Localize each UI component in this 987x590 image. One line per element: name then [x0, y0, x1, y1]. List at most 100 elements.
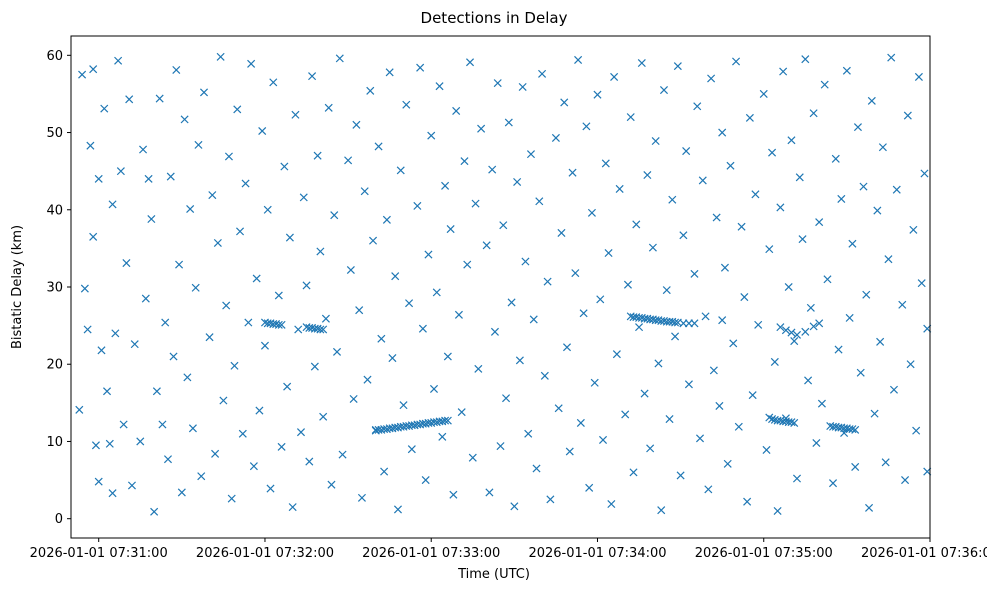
data-point-x-marker — [283, 382, 292, 391]
data-point-x-marker — [141, 294, 150, 303]
data-point-x-marker — [357, 493, 366, 502]
data-point-x-marker — [820, 80, 829, 89]
y-tick-label: 0 — [55, 512, 63, 527]
x-axis: 2026-01-01 07:31:00 2026-01-01 07:32:00 20… — [30, 538, 987, 561]
data-point-x-marker — [416, 63, 425, 72]
x-tick-label: 2026-01-01 07:34:00 — [528, 546, 666, 561]
data-point-x-marker — [363, 375, 372, 384]
y-tick-label: 50 — [46, 126, 63, 141]
data-point-x-marker — [465, 58, 475, 67]
data-point-x-marker — [903, 111, 912, 120]
data-point-x-marker — [920, 169, 929, 178]
data-point-x-marker — [720, 263, 729, 272]
data-point-x-marker — [199, 88, 209, 97]
data-point-x-marker — [543, 277, 552, 286]
data-point-x-marker — [236, 227, 245, 236]
data-point-x-marker — [241, 179, 250, 188]
data-point-x-marker — [424, 250, 433, 259]
data-point-x-marker — [502, 394, 511, 403]
data-point-x-marker — [94, 174, 103, 183]
data-point-x-marker — [441, 181, 450, 190]
data-point-x-marker — [673, 62, 682, 71]
x-tick-label: 2026-01-01 07:33:00 — [362, 546, 500, 561]
data-point-x-marker — [732, 57, 741, 66]
y-tick-label: 60 — [46, 49, 63, 64]
data-point-x-marker — [748, 391, 757, 400]
data-point-x-marker — [302, 281, 311, 290]
data-point-x-marker — [263, 205, 272, 214]
data-point-x-marker — [587, 208, 596, 217]
data-point-x-marker — [504, 118, 513, 127]
data-point-x-marker — [582, 122, 591, 131]
data-point-x-marker — [557, 228, 566, 237]
data-point-x-marker — [255, 406, 264, 415]
data-point-x-marker — [108, 489, 117, 498]
data-point-x-marker — [759, 89, 768, 98]
data-point-x-marker — [704, 485, 713, 494]
data-point-x-marker — [407, 445, 416, 454]
data-point-x-marker — [230, 361, 239, 370]
data-point-x-marker — [308, 72, 317, 81]
data-point-x-marker — [917, 279, 926, 288]
data-point-x-marker — [219, 396, 228, 405]
data-point-x-marker — [194, 140, 203, 149]
data-point-x-marker — [654, 359, 663, 368]
data-point-x-marker — [75, 405, 84, 414]
data-point-x-marker — [712, 213, 721, 222]
data-point-x-marker — [274, 320, 283, 329]
data-point-x-marker — [806, 303, 815, 312]
data-point-x-marker — [551, 133, 560, 142]
data-point-x-marker — [316, 247, 325, 256]
data-point-x-marker — [130, 340, 139, 349]
data-point-x-marker — [493, 79, 502, 88]
data-point-x-marker — [382, 215, 391, 224]
data-point-x-marker — [698, 176, 707, 185]
data-point-x-marker — [399, 401, 408, 410]
data-point-x-marker — [684, 380, 693, 389]
data-point-x-marker — [158, 420, 167, 429]
data-point-x-marker — [374, 142, 383, 151]
data-point-x-marker — [546, 495, 555, 504]
data-point-x-marker — [454, 310, 463, 319]
data-point-x-marker — [338, 450, 347, 459]
data-point-x-marker — [127, 481, 136, 490]
data-point-x-marker — [579, 309, 588, 318]
data-point-x-marker — [335, 54, 344, 63]
data-point-x-marker — [471, 199, 480, 208]
data-point-x-marker — [510, 502, 519, 511]
data-point-x-marker — [316, 325, 325, 334]
data-point-x-marker — [518, 82, 527, 91]
data-point-x-marker — [391, 272, 400, 281]
data-point-x-marker — [870, 409, 879, 418]
chart-title: Detections in Delay — [421, 9, 568, 27]
data-point-x-marker — [815, 319, 824, 328]
data-points — [75, 52, 932, 516]
y-tick-label: 10 — [46, 435, 63, 450]
data-point-x-marker — [776, 323, 785, 332]
data-point-x-marker — [327, 480, 336, 489]
data-point-x-marker — [388, 354, 397, 363]
data-point-x-marker — [136, 437, 145, 446]
data-point-x-marker — [837, 194, 846, 203]
data-point-x-marker — [723, 459, 732, 468]
data-point-x-marker — [266, 484, 275, 493]
data-point-x-marker — [623, 280, 632, 289]
data-point-x-marker — [792, 330, 802, 339]
data-point-x-marker — [211, 449, 220, 458]
data-point-x-marker — [635, 323, 644, 332]
data-point-x-marker — [637, 59, 646, 68]
data-point-x-marker — [139, 145, 148, 154]
data-point-x-marker — [277, 442, 286, 451]
data-point-x-marker — [216, 52, 225, 61]
data-point-x-marker — [507, 298, 516, 307]
data-point-x-marker — [244, 318, 253, 327]
data-point-x-marker — [593, 90, 602, 99]
data-point-x-marker — [94, 477, 103, 486]
data-point-x-marker — [97, 346, 106, 355]
data-point-x-marker — [792, 474, 802, 483]
data-point-x-marker — [468, 453, 477, 462]
data-point-x-marker — [294, 325, 303, 334]
data-point-x-marker — [344, 156, 353, 165]
data-point-x-marker — [574, 55, 583, 64]
data-point-x-marker — [554, 404, 563, 413]
